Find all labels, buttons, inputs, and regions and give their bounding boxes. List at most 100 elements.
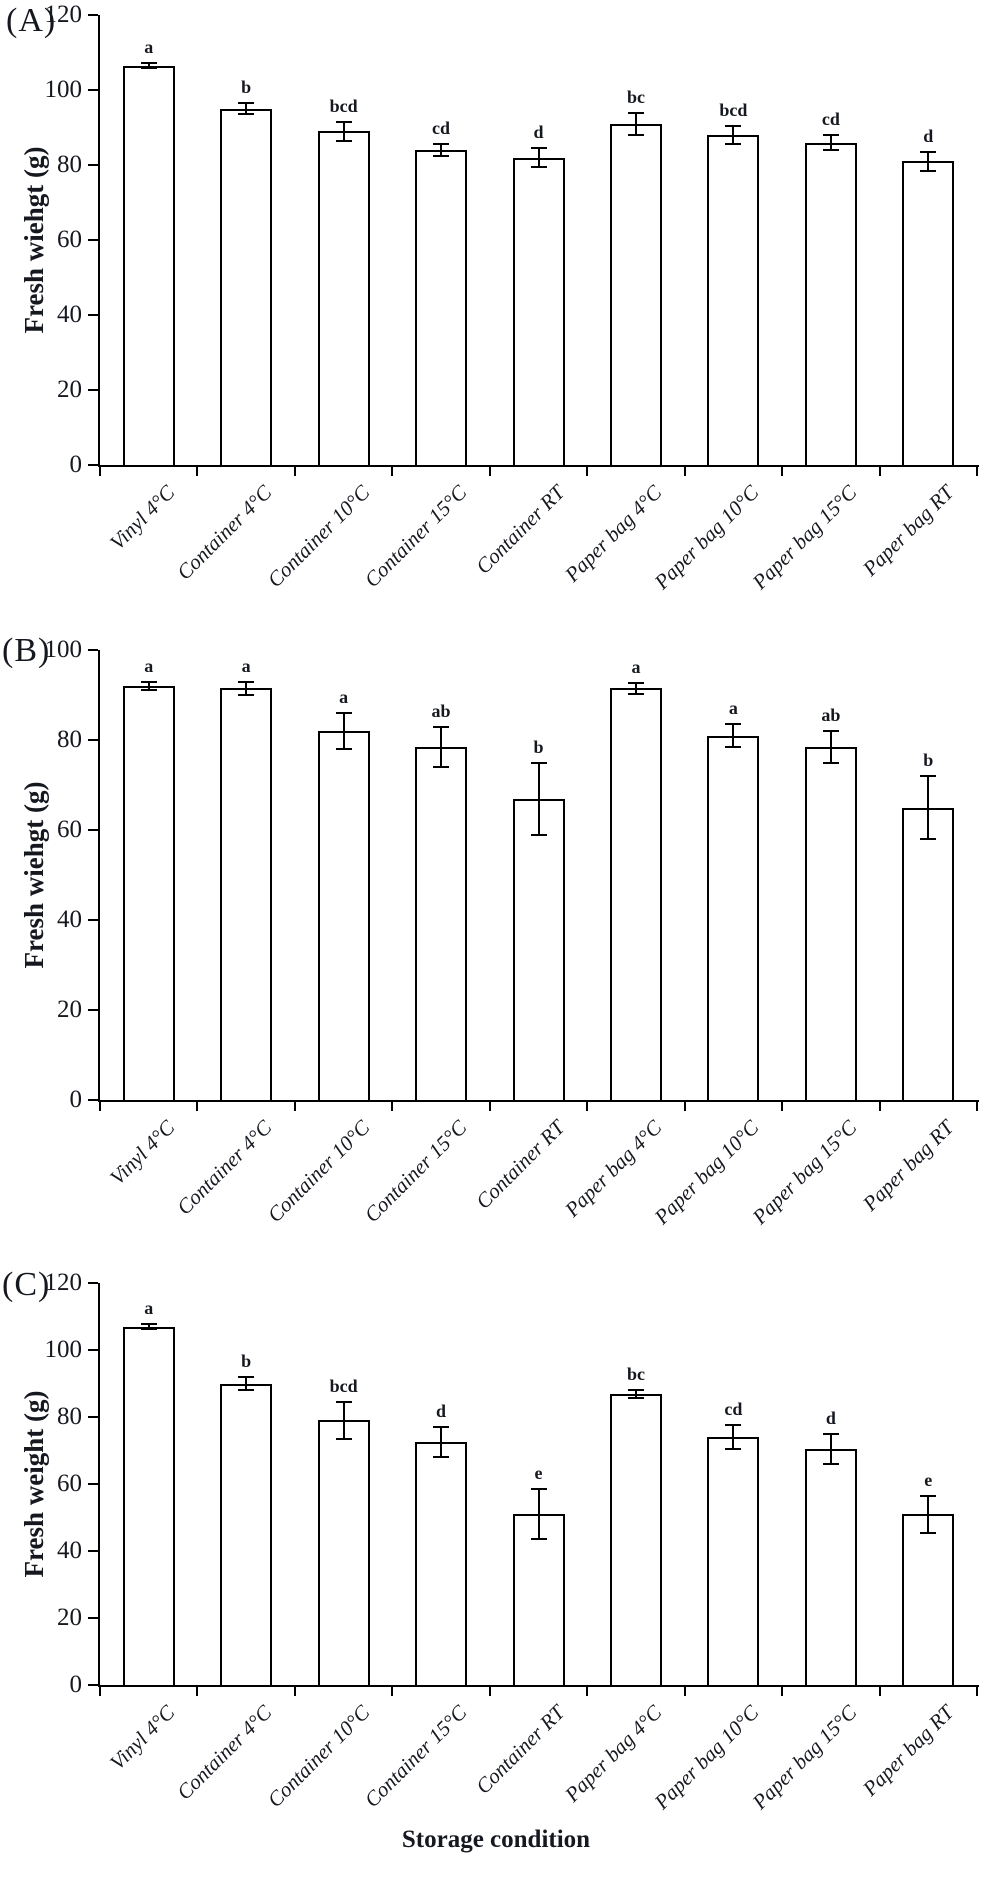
- sig-letter-container-4-c: b: [241, 77, 252, 98]
- x-tick: [878, 1687, 881, 1696]
- bar-container-10-c: [317, 131, 370, 465]
- sig-letter-container-4-c: b: [241, 1350, 252, 1371]
- y-tick-label: 40: [57, 906, 82, 933]
- error-bar-cap-bottom: [335, 748, 352, 750]
- y-tick: [88, 389, 98, 391]
- error-bar-cap-bottom: [433, 1456, 450, 1459]
- error-bar-cap-bottom: [238, 694, 255, 696]
- error-bar-cap-top: [627, 1388, 644, 1391]
- error-bar-cap-top: [822, 1432, 839, 1435]
- error-bar-cap-bottom: [335, 139, 352, 142]
- y-tick-label: 60: [57, 226, 82, 253]
- sig-letter-container-15-c: ab: [431, 700, 451, 721]
- sig-letter-container-15-c: d: [436, 1401, 447, 1422]
- y-tick-label: 40: [57, 301, 82, 328]
- x-tick: [683, 1687, 686, 1696]
- error-bar-cap-top: [433, 1426, 450, 1429]
- x-tick: [391, 467, 394, 476]
- error-bar-cap-bottom: [822, 761, 839, 764]
- error-bar-cap-top: [725, 723, 742, 726]
- y-tick-label: 0: [69, 1086, 83, 1113]
- sig-letter-container-15-c: cd: [432, 118, 451, 139]
- x-tick: [293, 467, 296, 476]
- x-tick: [196, 1102, 199, 1111]
- error-bar-cap-bottom: [920, 169, 937, 172]
- bar-vinyl-4-c: [122, 1326, 175, 1685]
- error-bar-cap-bottom: [140, 1328, 157, 1331]
- sig-letter-paper-bag-4-c: a: [631, 656, 641, 677]
- error-bar-cap-top: [140, 681, 157, 684]
- x-tick: [781, 467, 784, 476]
- x-tick: [391, 1687, 394, 1696]
- y-tick-label: 20: [57, 996, 82, 1023]
- x-tick-label-container-15-c: Container 15°C: [359, 480, 472, 592]
- y-tick: [88, 1550, 98, 1552]
- error-bar-cap-bottom: [725, 1447, 742, 1450]
- bar-paper-bag-rt: [902, 807, 955, 1100]
- bar-container-4-c: [220, 688, 273, 1100]
- sig-letter-paper-bag-15-c: ab: [821, 705, 841, 725]
- error-bar-cap-top: [627, 681, 644, 684]
- x-tick-label-paper-bag-4-c: Paper bag 4°C: [559, 480, 667, 587]
- error-bar-cap-top: [920, 150, 937, 153]
- error-bar-cap-bottom: [433, 766, 450, 768]
- bar-container-15-c: [415, 150, 468, 465]
- bar-paper-bag-4-c: [609, 1393, 662, 1685]
- error-bar-line: [440, 1427, 443, 1458]
- x-tick-label-paper-bag-10-c: Paper bag 10°C: [649, 1115, 764, 1229]
- error-bar-line: [732, 724, 735, 747]
- error-bar-cap-bottom: [335, 1437, 352, 1440]
- error-bar-cap-top: [238, 102, 255, 105]
- bar-container-10-c: [317, 731, 370, 1100]
- error-bar-line: [147, 682, 150, 690]
- y-tick: [88, 164, 98, 166]
- bar-container-rt: [512, 798, 565, 1100]
- sig-letter-container-4-c: a: [241, 655, 251, 676]
- y-tick: [88, 89, 98, 91]
- bar-container-10-c: [317, 1420, 370, 1685]
- y-tick: [88, 739, 98, 741]
- bar-paper-bag-10-c: [707, 1437, 760, 1685]
- sig-letter-paper-bag-rt: b: [923, 750, 934, 770]
- error-bar-line: [829, 731, 832, 763]
- error-bar-cap-top: [920, 775, 937, 777]
- y-tick: [88, 1099, 98, 1101]
- sig-letter-paper-bag-15-c: cd: [821, 109, 840, 129]
- error-bar-line: [634, 112, 637, 135]
- error-bar-cap-top: [725, 1424, 742, 1427]
- sig-letter-container-rt: b: [533, 736, 544, 757]
- error-bar-cap-bottom: [238, 113, 255, 116]
- x-tick: [488, 1102, 491, 1111]
- x-tick-label-container-rt: Container RT: [470, 480, 569, 579]
- bar-container-15-c: [415, 1442, 468, 1685]
- x-tick: [683, 1102, 686, 1111]
- error-bar-line: [927, 151, 930, 171]
- panel-letter-c: (C): [2, 1266, 51, 1303]
- x-tick: [586, 1102, 589, 1111]
- y-tick: [88, 464, 98, 466]
- error-bar-cap-bottom: [530, 165, 547, 168]
- sig-letter-vinyl-4-c: a: [144, 1297, 154, 1318]
- sig-letter-paper-bag-4-c: bc: [626, 86, 645, 107]
- sig-letter-paper-bag-rt: d: [923, 125, 934, 146]
- y-tick-label: 100: [44, 1336, 83, 1363]
- error-bar-line: [829, 1433, 832, 1464]
- error-bar-cap-top: [335, 712, 352, 714]
- error-bar-cap-bottom: [433, 154, 450, 157]
- error-bar-line: [927, 776, 930, 839]
- error-bar-line: [147, 63, 150, 69]
- error-bar-cap-top: [627, 111, 644, 114]
- bar-container-4-c: [220, 108, 273, 465]
- error-bar-line: [342, 1401, 345, 1439]
- error-bar-cap-bottom: [140, 688, 157, 691]
- bar-paper-bag-rt: [902, 161, 955, 465]
- sig-letter-container-rt: e: [534, 1463, 543, 1484]
- x-tick: [878, 467, 881, 476]
- error-bar-line: [245, 103, 248, 115]
- error-bar-cap-bottom: [530, 833, 547, 836]
- y-tick-label: 100: [44, 636, 83, 663]
- x-tick-label-paper-bag-15-c: Paper bag 15°C: [747, 1115, 862, 1229]
- sig-letter-paper-bag-10-c: bcd: [719, 99, 748, 120]
- x-tick: [586, 467, 589, 476]
- bar-paper-bag-rt: [902, 1514, 955, 1685]
